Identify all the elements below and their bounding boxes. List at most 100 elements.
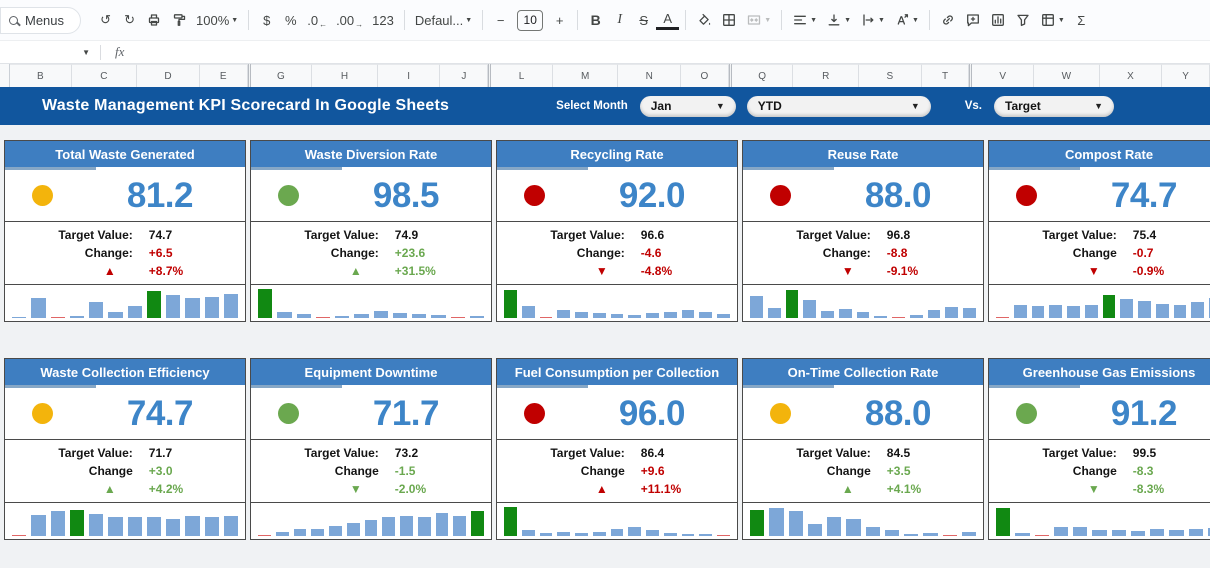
insert-link-button[interactable] <box>936 7 960 33</box>
column-header-H[interactable]: H <box>312 64 378 87</box>
column-header-T[interactable]: T <box>922 64 970 87</box>
sparkline-bar <box>436 513 449 536</box>
target-label: Target Value: <box>5 228 142 243</box>
table-views-button[interactable]: ▼ <box>1036 7 1069 33</box>
column-header-G[interactable]: G <box>251 64 313 87</box>
text-color-button[interactable]: A <box>656 10 679 30</box>
chevron-down-icon: ▼ <box>82 48 90 57</box>
column-header-B[interactable]: B <box>10 64 72 87</box>
fill-color-button[interactable] <box>692 7 716 33</box>
increase-decimals-button[interactable]: .00→ <box>332 7 367 33</box>
period-dropdown[interactable]: YTD ▼ <box>747 96 931 117</box>
month-value: Jan <box>651 99 672 113</box>
sparkline-bar <box>276 532 289 536</box>
column-header-N[interactable]: N <box>618 64 681 87</box>
vertical-align-button[interactable]: ▼ <box>822 7 855 33</box>
sparkline-bar <box>1014 305 1027 318</box>
sparkline-bar <box>1073 527 1087 536</box>
text-rotation-button[interactable]: ▼ <box>890 7 923 33</box>
insert-chart-button[interactable] <box>986 7 1010 33</box>
create-filter-button[interactable] <box>1011 7 1035 33</box>
kpi-card: Greenhouse Gas Emissions91.2Target Value… <box>988 358 1210 540</box>
strikethrough-button[interactable]: S <box>632 7 655 33</box>
more-formats-button[interactable]: 123 <box>368 7 398 33</box>
sparkline-bar <box>885 530 899 536</box>
search-icon <box>9 16 18 25</box>
menus-button[interactable]: Menus <box>0 7 81 34</box>
decrease-decimals-button[interactable]: .0← <box>303 7 331 33</box>
month-dropdown[interactable]: Jan ▼ <box>640 96 736 117</box>
sparkline-bar <box>874 316 887 318</box>
column-header-C[interactable]: C <box>72 64 138 87</box>
trend-row: ▼-0.9% <box>989 264 1210 279</box>
sparkline-chart <box>497 503 737 539</box>
kpi-card: Reuse Rate88.0Target Value:96.8Change:-8… <box>742 140 984 322</box>
column-header-M[interactable]: M <box>553 64 619 87</box>
column-header-Y[interactable]: Y <box>1162 64 1210 87</box>
trend-row: ▲+11.1% <box>497 482 737 497</box>
column-header-O[interactable]: O <box>681 64 729 87</box>
decrease-font-size-button[interactable]: − <box>489 7 512 33</box>
horizontal-align-button[interactable]: ▼ <box>788 7 821 33</box>
column-header-E[interactable]: E <box>200 64 248 87</box>
kpi-detail-section: Target Value:86.4Change+9.6▲+11.1% <box>497 439 737 503</box>
column-header-S[interactable]: S <box>859 64 922 87</box>
borders-button[interactable] <box>717 7 741 33</box>
kpi-value: 92.0 <box>619 176 685 216</box>
text-wrap-button[interactable]: ▼ <box>856 7 889 33</box>
italic-button[interactable]: I <box>608 7 631 33</box>
status-dot-yellow <box>32 185 53 206</box>
kpi-value-row: 98.5 <box>251 170 491 221</box>
column-header-X[interactable]: X <box>1100 64 1163 87</box>
font-family-select[interactable]: Defaul...▼ <box>411 7 476 33</box>
column-header-I[interactable]: I <box>378 64 441 87</box>
column-header-R[interactable]: R <box>793 64 859 87</box>
column-header-V[interactable]: V <box>972 64 1034 87</box>
name-box[interactable]: ▼ <box>0 41 100 63</box>
zoom-select[interactable]: 100%▼ <box>192 7 242 33</box>
column-header-D[interactable]: D <box>137 64 200 87</box>
column-header-J[interactable]: J <box>440 64 488 87</box>
target-label: Target Value: <box>989 446 1126 461</box>
font-size-input[interactable]: 10 <box>513 7 547 33</box>
sparkline-bar <box>540 533 553 536</box>
sparkline-bar <box>996 317 1009 318</box>
paint-format-button[interactable] <box>167 7 191 33</box>
target-row: Target Value:96.8 <box>743 228 983 243</box>
sparkline-bar <box>646 313 659 318</box>
bold-button[interactable]: B <box>584 7 607 33</box>
functions-button[interactable]: Σ <box>1070 7 1093 33</box>
kpi-value-row: 81.2 <box>5 170 245 221</box>
percent-format-button[interactable]: % <box>279 7 302 33</box>
trend-up-icon: ▲ <box>5 482 142 497</box>
column-header-Q[interactable]: Q <box>732 64 794 87</box>
sparkline-chart <box>5 285 245 321</box>
sparkline-bar <box>1156 304 1169 319</box>
trend-percent: -2.0% <box>388 482 491 497</box>
target-value: 86.4 <box>634 446 737 461</box>
redo-button[interactable]: ↻ <box>118 7 141 33</box>
target-value: 75.4 <box>1126 228 1210 243</box>
target-row: Target Value:73.2 <box>251 446 491 461</box>
column-header-W[interactable]: W <box>1034 64 1100 87</box>
toolbar-divider <box>781 10 782 30</box>
increase-font-size-button[interactable]: + <box>548 7 571 33</box>
period-value: YTD <box>758 99 782 113</box>
target-value: 71.7 <box>142 446 245 461</box>
currency-format-button[interactable]: $ <box>255 7 278 33</box>
chevron-down-icon: ▼ <box>716 101 725 111</box>
print-button[interactable] <box>142 7 166 33</box>
column-header-L[interactable]: L <box>491 64 553 87</box>
sparkline-bar <box>808 524 822 536</box>
sparkline-bar <box>185 516 199 536</box>
target-value: 74.9 <box>388 228 491 243</box>
chevron-down-icon: ▼ <box>231 17 238 24</box>
insert-comment-button[interactable] <box>961 7 985 33</box>
sparkline-bar <box>846 519 860 536</box>
sparkline-bar <box>1189 529 1203 536</box>
compare-dropdown[interactable]: Target ▼ <box>994 96 1114 117</box>
sparkline-bar <box>431 315 445 318</box>
target-row: Target Value:99.5 <box>989 446 1210 461</box>
undo-button[interactable]: ↺ <box>94 7 117 33</box>
merge-cells-button: ▼ <box>742 7 775 33</box>
